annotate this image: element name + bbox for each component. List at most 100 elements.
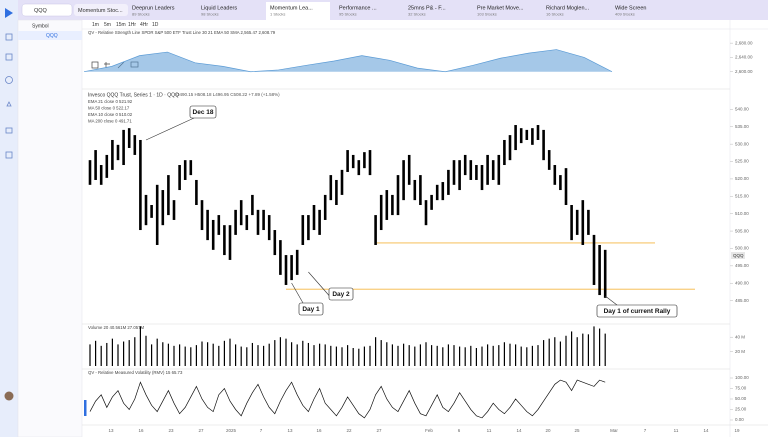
price-bar [396, 175, 400, 216]
tool[interactable] [91, 61, 99, 69]
x-tick-label: 16 [316, 428, 322, 433]
x-tick-label: 7 [644, 428, 647, 433]
active-tab[interactable] [266, 2, 330, 20]
price-bar [447, 169, 450, 195]
x-tick-label: 11 [674, 428, 679, 433]
volume-bar [100, 345, 102, 366]
price-bar [519, 128, 523, 144]
price-bar [323, 194, 327, 220]
x-tick-label: 20 [545, 428, 551, 433]
price-bar [531, 128, 534, 145]
price-bar [475, 165, 478, 180]
price-bar [335, 179, 338, 205]
volume-bar [285, 338, 287, 366]
y-tick-label: 495.00 [735, 263, 749, 268]
interval-button[interactable]: 1D [152, 22, 159, 28]
watchlist-row[interactable] [18, 31, 82, 40]
tab-name[interactable]: Performance ... [339, 5, 377, 11]
y-tick-label: 500.00 [735, 246, 749, 251]
tab-name[interactable]: Momentum Lea... [270, 5, 313, 11]
price-bar [363, 152, 366, 169]
tab-name[interactable]: Liquid Leaders [201, 5, 237, 11]
indicator-legend: MA 50 close 0 522.17 [88, 106, 130, 111]
icon [5, 33, 13, 41]
price-bar [486, 154, 489, 185]
price-bar [508, 135, 512, 161]
tab-name[interactable]: Richard Moglen... [546, 5, 590, 11]
sidebar [0, 0, 18, 437]
volume-bar [363, 346, 365, 366]
watchlist-symbol: QQQ [46, 33, 58, 39]
price-bar [536, 125, 540, 140]
volume-bar [543, 340, 545, 366]
x-tick-label: 23 [168, 428, 174, 433]
tab-name[interactable]: Wide Screen [615, 5, 647, 11]
indicator-legend: EMA 10 close 0 510.02 [88, 112, 133, 117]
list-select[interactable] [74, 4, 128, 16]
price-bar [435, 184, 439, 201]
price-bar [452, 160, 456, 185]
y-tick-label: 525.00 [735, 159, 749, 164]
x-tick-label: 22 [346, 428, 352, 433]
price-bar [570, 205, 573, 241]
interval-button[interactable]: 1Hr [128, 22, 136, 28]
watchlist-header: Symbol [32, 23, 49, 29]
tool[interactable] [104, 62, 110, 68]
price-bar [211, 219, 215, 250]
y-tick-label: 485.00 [735, 298, 749, 303]
volume-bar [302, 340, 304, 366]
volume-bar [173, 345, 175, 366]
price-bar [559, 175, 562, 191]
volume-bar [571, 331, 573, 366]
interval-button[interactable]: 4Hr [140, 22, 148, 28]
rmv-marker [84, 400, 87, 416]
y-tick-label: 100.00 [735, 375, 749, 380]
volume-bar [414, 346, 416, 366]
chart-title: Volume 20 40.561M 27.057M [88, 325, 145, 330]
search-box[interactable] [21, 3, 73, 17]
volume-bar [274, 340, 276, 366]
price-bar [379, 194, 383, 231]
price-bar [312, 205, 316, 231]
volume-bar [162, 342, 164, 366]
price-bar [402, 160, 405, 201]
volume-bar [313, 345, 315, 366]
x-tick-label: 2025 [226, 428, 237, 433]
price-bar [525, 129, 529, 140]
volume-bar [397, 345, 399, 366]
annotation-text: Day 1 of current Rally [604, 308, 671, 315]
quote: O490.15 H508.18 L496.95 C508.22 +7.89 (+… [176, 92, 280, 97]
volume-bar [207, 342, 209, 366]
price-bar [167, 175, 170, 216]
tab-name[interactable]: Pre Market Move... [477, 5, 524, 11]
price-bar [598, 244, 601, 296]
tab-name[interactable]: 25mns P& - F... [408, 5, 446, 11]
volume-bar [134, 337, 136, 366]
interval-button[interactable]: 5m [104, 22, 111, 28]
tab-name[interactable]: Deeprun Leaders [132, 5, 175, 11]
price-bar [279, 240, 282, 275]
price-bar [329, 175, 333, 201]
icon [5, 127, 13, 134]
interval-button[interactable]: 15m [116, 22, 126, 28]
y-tick-label: 2,600.00 [735, 69, 753, 74]
chart-title: QV - Relative Measured Volatility (RMV) … [88, 370, 183, 375]
volume-bar [307, 342, 309, 366]
interval-button[interactable]: 1m [92, 22, 99, 28]
volume-bar [296, 344, 298, 366]
volume-bar [548, 338, 550, 366]
avatar[interactable] [4, 391, 14, 401]
price-badge [731, 252, 745, 259]
volume-bar [369, 345, 371, 366]
price-bar [407, 154, 411, 185]
volume-bar [593, 326, 595, 366]
price-bar [139, 139, 142, 231]
annotation-box [596, 304, 678, 318]
price-bar [122, 129, 125, 166]
volume-bar [229, 338, 231, 366]
y-tick-label: 515.00 [735, 193, 749, 198]
volume-bar [487, 344, 489, 366]
icon [6, 101, 12, 107]
price-bar [553, 165, 557, 185]
price-bar [99, 165, 103, 185]
